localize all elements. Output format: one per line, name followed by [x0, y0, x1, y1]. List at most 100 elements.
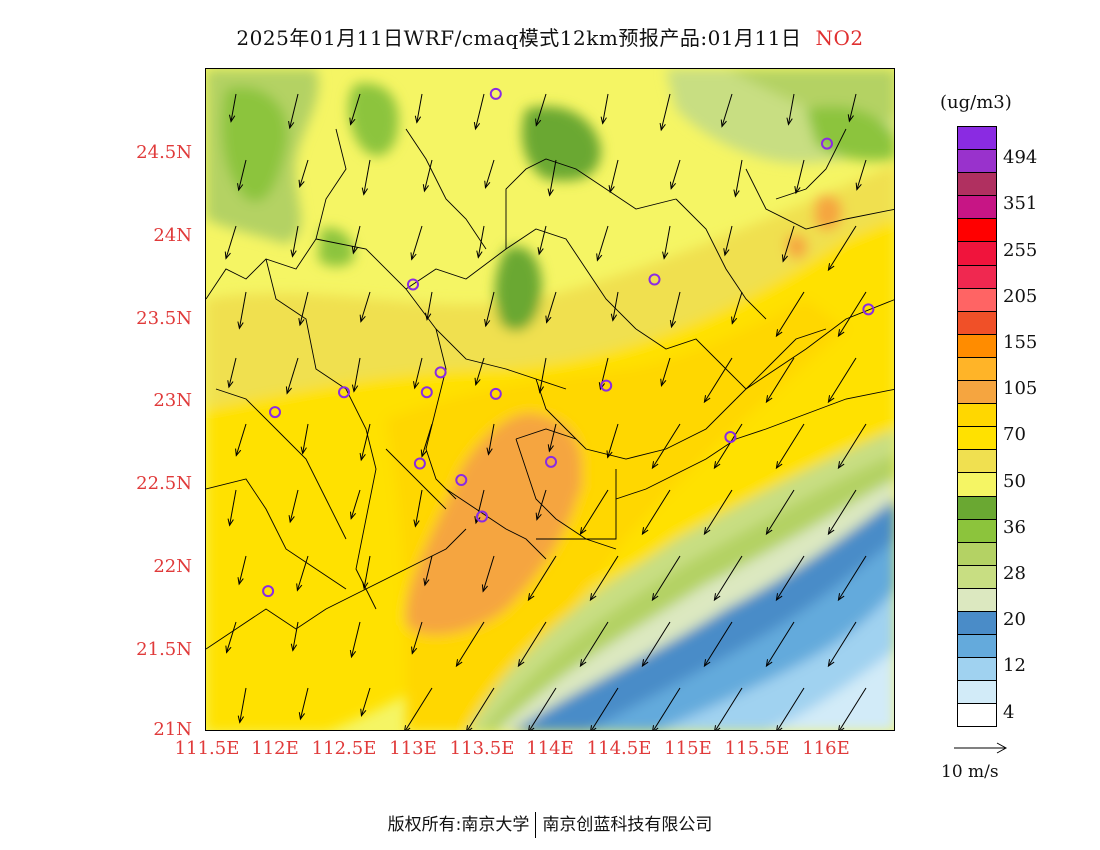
colorbar — [957, 126, 997, 728]
colorbar-swatch — [957, 657, 997, 681]
wind-arrow — [600, 93, 609, 125]
wind-arrow — [227, 489, 237, 527]
wind-arrow — [669, 291, 681, 329]
wind-arrow — [517, 621, 547, 668]
wind-arrow — [765, 621, 795, 668]
wind-arrow — [237, 159, 247, 192]
lat-tick: 22.5N — [136, 473, 192, 494]
colorbar-swatch — [957, 403, 997, 427]
wind-arrow — [733, 159, 743, 198]
station-marker — [407, 278, 419, 291]
colorbar-swatch — [957, 333, 997, 357]
wind-arrow — [285, 357, 299, 395]
station-marker — [269, 406, 281, 419]
wind-arrow — [298, 159, 309, 188]
station-marker — [420, 386, 433, 399]
colorbar-swatch — [957, 380, 997, 404]
colorbar-swatch — [957, 195, 997, 219]
colorbar-swatch — [957, 703, 997, 728]
wind-arrow — [855, 159, 867, 191]
lon-tick: 114E — [526, 738, 574, 759]
wind-vectors — [224, 93, 867, 730]
wind-arrow — [296, 555, 309, 592]
wind-arrow — [290, 621, 299, 652]
colorbar-label: 255 — [1003, 239, 1038, 261]
wind-arrow — [608, 159, 619, 194]
wind-arrow — [225, 621, 237, 654]
wind-arrow — [360, 687, 371, 717]
colorbar-label: 205 — [1003, 285, 1038, 307]
wind-arrow — [765, 357, 795, 404]
wind-arrow — [527, 555, 557, 602]
wind-arrow — [703, 621, 733, 668]
colorbar-label: 12 — [1003, 655, 1026, 677]
wind-arrow — [827, 621, 857, 668]
colorbar-label: 36 — [1003, 516, 1026, 538]
lon-tick: 112E — [251, 738, 299, 759]
wind-arrow — [660, 357, 671, 387]
wind-arrow — [703, 489, 733, 536]
colorbar-label: 351 — [1003, 193, 1038, 215]
wind-arrow — [838, 687, 867, 730]
colorbar-label: 28 — [1003, 562, 1026, 584]
wind-arrow — [765, 489, 795, 536]
colorbar-swatch — [957, 564, 997, 588]
unit-label: (ug/m3) — [940, 92, 1012, 113]
wind-arrow — [237, 291, 247, 330]
pollutant-label: NO2 — [815, 26, 864, 50]
lon-tick: 116E — [802, 738, 850, 759]
station-marker — [600, 379, 613, 392]
colorbar-swatch — [957, 518, 997, 542]
wind-arrow — [349, 93, 361, 126]
colorbar-label: 105 — [1003, 378, 1038, 400]
wind-arrow — [362, 555, 371, 590]
station-marker — [262, 585, 275, 598]
wind-arrow — [659, 93, 671, 132]
station-marker — [338, 386, 350, 399]
wind-arrow — [349, 489, 361, 520]
wind-arrow — [484, 291, 495, 328]
wind-arrow — [537, 357, 547, 394]
wind-arrow — [837, 291, 867, 338]
wind-arrow — [298, 291, 309, 327]
lat-tick: 24.5N — [136, 142, 192, 163]
wind-arrow — [713, 423, 743, 470]
wind-arrow — [651, 555, 681, 602]
concentration-field — [206, 69, 894, 730]
lat-tick: 23N — [153, 390, 192, 411]
wind-arrow — [288, 489, 299, 524]
colorbar-label: 155 — [1003, 331, 1038, 353]
station-marker — [489, 387, 502, 400]
lat-tick: 21.5N — [136, 639, 192, 660]
colorbar-swatch — [957, 264, 997, 288]
forecast-map[interactable] — [205, 68, 895, 731]
colorbar-swatch — [957, 634, 997, 658]
wind-arrow — [424, 291, 433, 321]
wind-arrow — [466, 687, 495, 730]
wind-arrow — [610, 291, 619, 322]
station-marker — [413, 457, 426, 470]
wind-arrow — [652, 687, 681, 730]
wind-arrow — [473, 93, 485, 131]
wind-arrow — [775, 555, 805, 602]
copyright-footer: 版权所有:南京大学 南京创蓝科技有限公司 — [0, 810, 1100, 838]
lat-tick: 23.5N — [136, 308, 192, 329]
wind-arrow — [827, 489, 857, 536]
wind-arrow — [669, 159, 681, 190]
wind-arrow — [535, 93, 547, 127]
colorbar-swatch — [957, 149, 997, 173]
wind-arrow — [794, 159, 805, 195]
colorbar-swatch — [957, 541, 997, 565]
wind-arrow — [484, 159, 495, 189]
wind-arrow — [837, 555, 867, 602]
vector-reference-arrow — [954, 742, 1008, 754]
wind-arrow — [455, 621, 485, 668]
wind-arrow — [641, 621, 671, 668]
colorbar-label: 70 — [1003, 424, 1026, 446]
wind-arrow — [411, 621, 423, 655]
wind-arrow — [235, 423, 247, 457]
wind-arrow — [775, 423, 805, 470]
wind-arrow — [535, 489, 547, 521]
wind-arrow — [714, 687, 743, 730]
wind-arrow — [224, 225, 237, 260]
